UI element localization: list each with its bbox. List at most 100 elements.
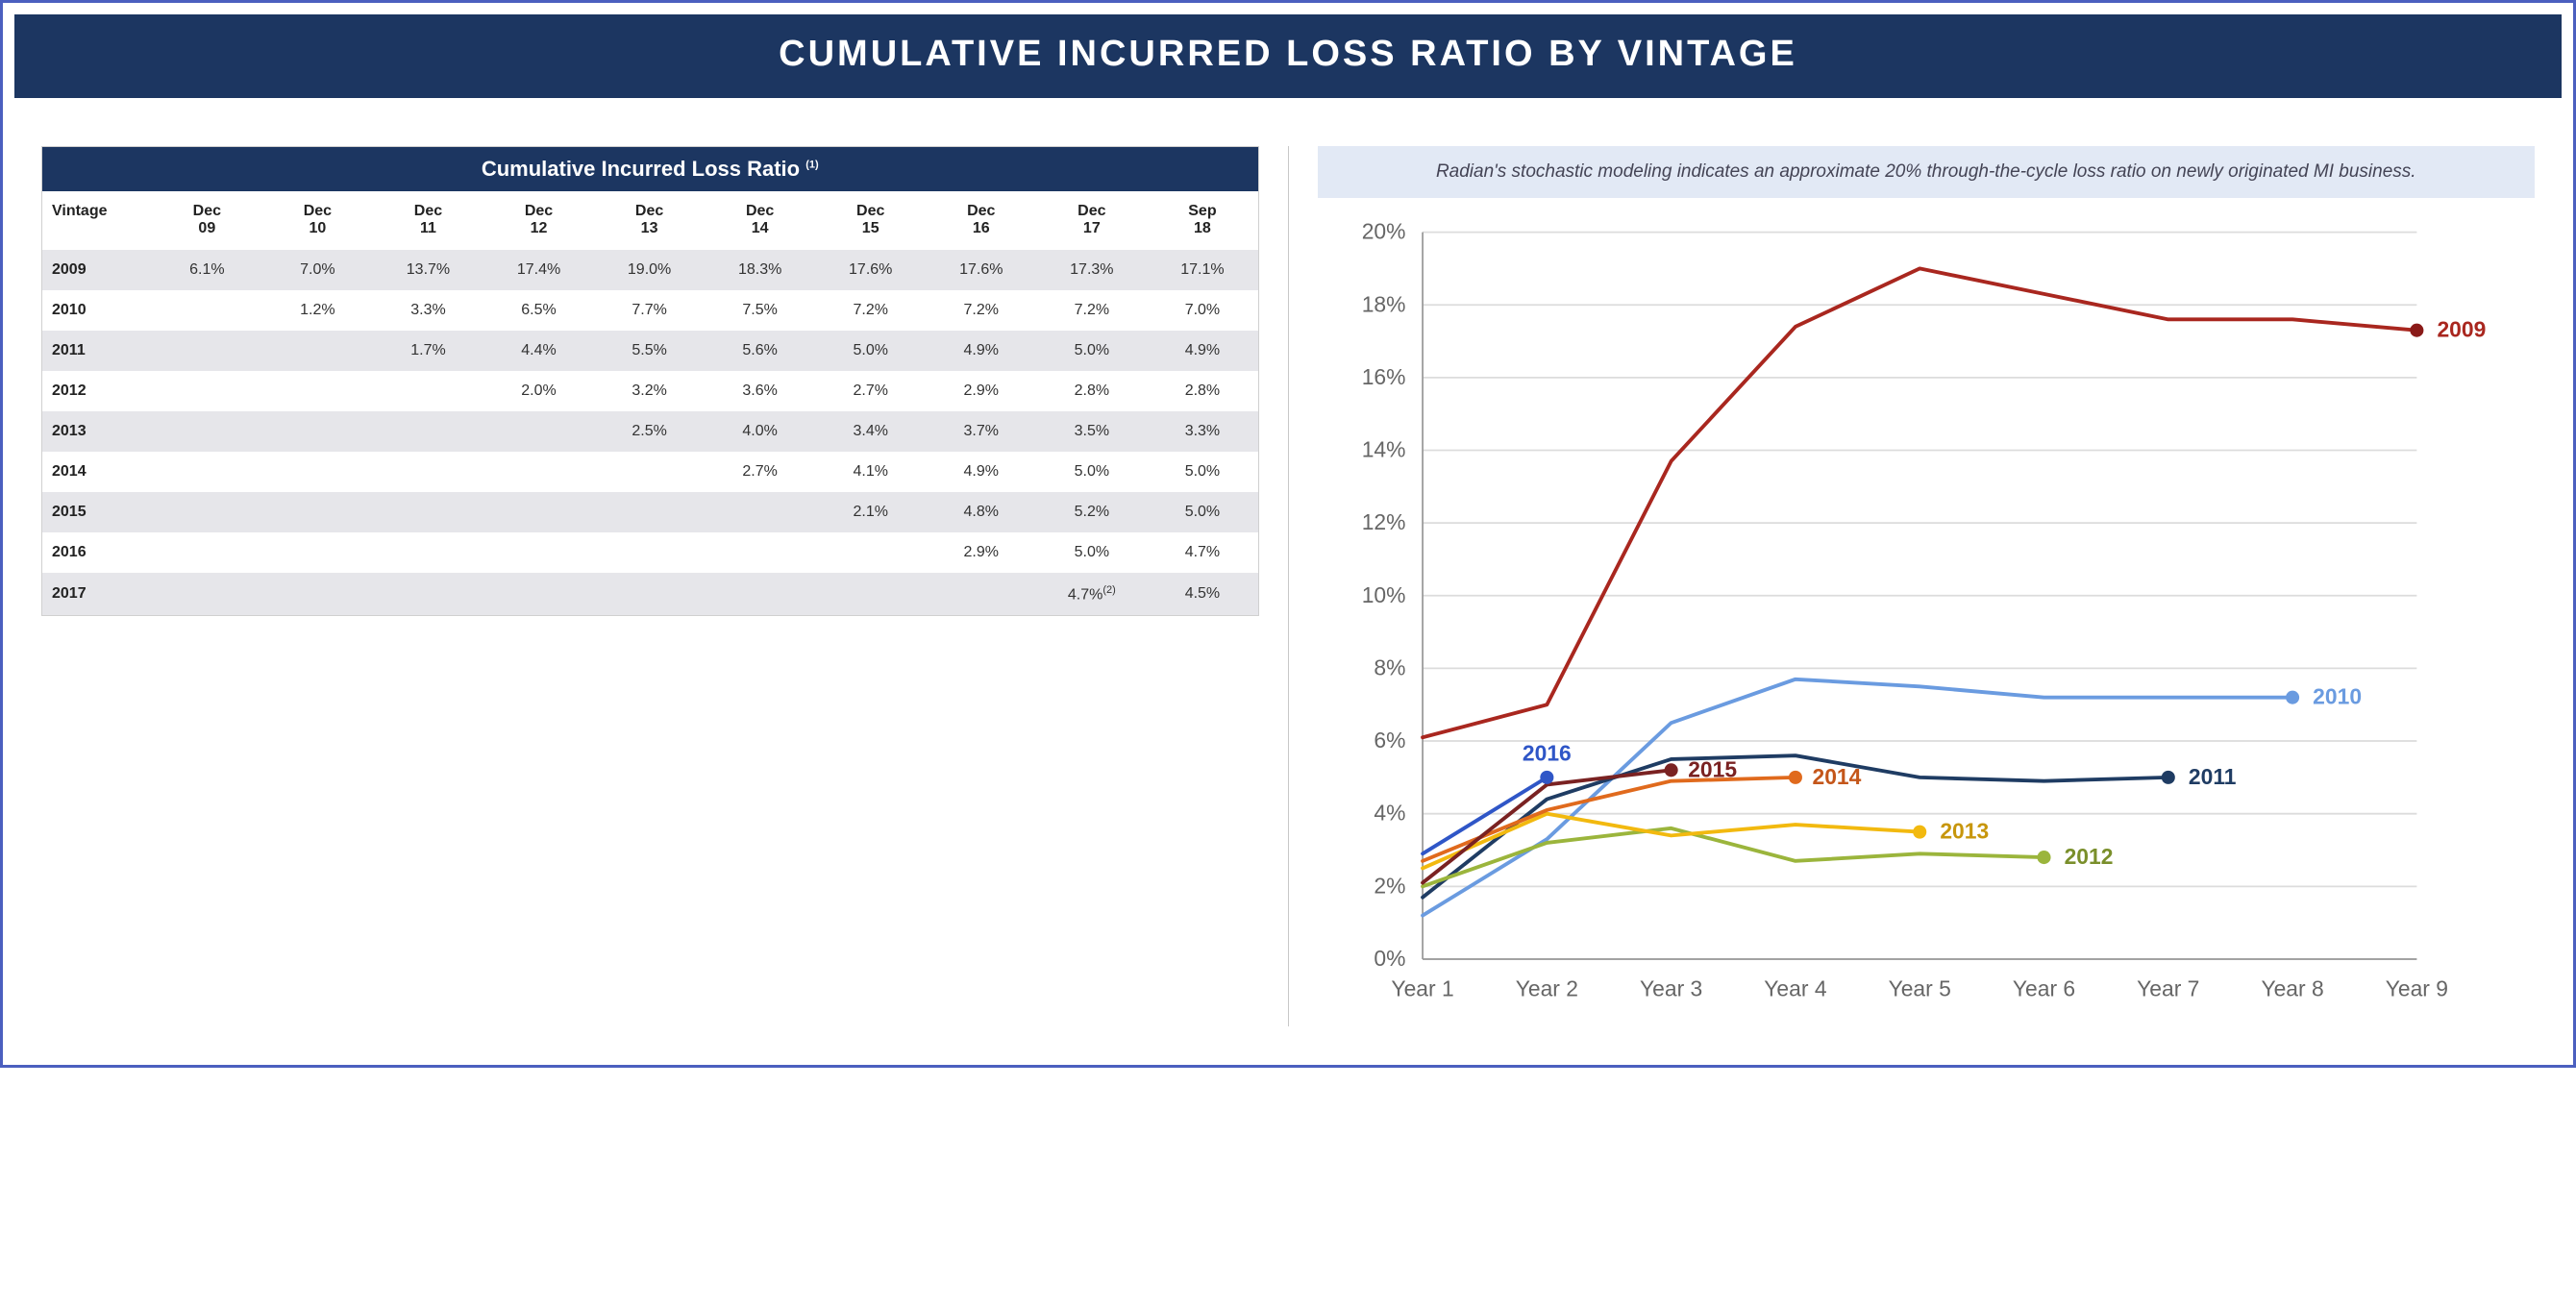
value-cell <box>815 573 926 615</box>
svg-text:Year 2: Year 2 <box>1515 975 1577 1000</box>
value-cell <box>483 532 594 573</box>
svg-text:Year 6: Year 6 <box>2012 975 2074 1000</box>
svg-text:Year 4: Year 4 <box>1764 975 1827 1000</box>
svg-text:Year 3: Year 3 <box>1640 975 1702 1000</box>
value-cell: 17.6% <box>926 250 1036 290</box>
value-cell <box>152 492 262 532</box>
value-cell: 5.0% <box>1147 452 1257 492</box>
value-cell <box>152 371 262 411</box>
table-column-header: Dec09 <box>152 191 262 250</box>
value-cell: 2.8% <box>1036 371 1147 411</box>
line-chart: 0%2%4%6%8%10%12%14%16%18%20%Year 1Year 2… <box>1318 215 2536 1026</box>
value-cell <box>262 411 373 452</box>
value-cell <box>152 573 262 615</box>
value-cell: 6.1% <box>152 250 262 290</box>
value-cell <box>262 371 373 411</box>
value-cell: 5.0% <box>815 331 926 371</box>
table-row: 20101.2%3.3%6.5%7.7%7.5%7.2%7.2%7.2%7.0% <box>42 290 1258 331</box>
value-cell: 4.4% <box>483 331 594 371</box>
svg-text:10%: 10% <box>1361 581 1405 606</box>
value-cell: 5.0% <box>1036 331 1147 371</box>
svg-text:2012: 2012 <box>2064 844 2113 869</box>
value-cell: 18.3% <box>705 250 815 290</box>
value-cell: 5.0% <box>1036 532 1147 573</box>
value-cell <box>152 331 262 371</box>
svg-text:2014: 2014 <box>1812 764 1861 789</box>
vertical-divider <box>1288 146 1289 1026</box>
value-cell: 4.5% <box>1147 573 1257 615</box>
svg-text:Year 8: Year 8 <box>2261 975 2323 1000</box>
value-cell: 17.3% <box>1036 250 1147 290</box>
table-column-header: Sep18 <box>1147 191 1257 250</box>
vintage-cell: 2013 <box>42 411 152 452</box>
value-cell: 7.2% <box>926 290 1036 331</box>
slide-frame: CUMULATIVE INCURRED LOSS RATIO BY VINTAG… <box>0 0 2576 1068</box>
value-cell: 3.3% <box>1147 411 1257 452</box>
value-cell: 4.9% <box>926 452 1036 492</box>
value-cell: 4.9% <box>1147 331 1257 371</box>
table-title-text: Cumulative Incurred Loss Ratio <box>482 157 800 181</box>
loss-ratio-table: VintageDec09Dec10Dec11Dec12Dec13Dec14Dec… <box>42 191 1258 615</box>
value-cell: 2.7% <box>815 371 926 411</box>
value-cell: 6.5% <box>483 290 594 331</box>
value-cell: 3.3% <box>373 290 483 331</box>
table-title-sup: (1) <box>805 160 818 171</box>
table-body: 20096.1%7.0%13.7%17.4%19.0%18.3%17.6%17.… <box>42 250 1258 615</box>
table-row: 20152.1%4.8%5.2%5.0% <box>42 492 1258 532</box>
value-cell <box>373 492 483 532</box>
value-cell: 5.5% <box>594 331 705 371</box>
svg-text:20%: 20% <box>1361 218 1405 243</box>
value-cell <box>152 290 262 331</box>
value-cell: 2.0% <box>483 371 594 411</box>
value-cell <box>594 452 705 492</box>
value-cell <box>262 452 373 492</box>
value-cell: 7.2% <box>815 290 926 331</box>
svg-text:0%: 0% <box>1374 946 1405 971</box>
value-cell: 5.2% <box>1036 492 1147 532</box>
value-cell: 5.0% <box>1147 492 1257 532</box>
value-cell <box>483 573 594 615</box>
svg-text:8%: 8% <box>1374 654 1405 679</box>
svg-text:4%: 4% <box>1374 800 1405 825</box>
vintage-cell: 2016 <box>42 532 152 573</box>
value-cell: 7.2% <box>1036 290 1147 331</box>
value-cell: 2.1% <box>815 492 926 532</box>
value-cell <box>594 573 705 615</box>
table-column-header: Dec10 <box>262 191 373 250</box>
value-cell: 7.0% <box>262 250 373 290</box>
value-cell: 7.5% <box>705 290 815 331</box>
table-wrapper: Cumulative Incurred Loss Ratio (1) Vinta… <box>41 146 1259 616</box>
value-cell <box>373 371 483 411</box>
vintage-cell: 2009 <box>42 250 152 290</box>
svg-text:Year 9: Year 9 <box>2385 975 2447 1000</box>
svg-text:2013: 2013 <box>1940 818 1989 843</box>
value-cell <box>483 452 594 492</box>
value-cell <box>373 452 483 492</box>
table-title: Cumulative Incurred Loss Ratio (1) <box>42 147 1258 191</box>
value-cell <box>705 532 815 573</box>
table-row: 20174.7%(2)4.5% <box>42 573 1258 615</box>
value-cell: 3.4% <box>815 411 926 452</box>
value-cell: 7.0% <box>1147 290 1257 331</box>
value-cell: 3.7% <box>926 411 1036 452</box>
value-cell <box>705 573 815 615</box>
vintage-cell: 2010 <box>42 290 152 331</box>
value-cell <box>262 331 373 371</box>
value-cell <box>594 532 705 573</box>
value-cell: 2.9% <box>926 371 1036 411</box>
vintage-cell: 2015 <box>42 492 152 532</box>
value-cell <box>373 411 483 452</box>
value-cell: 1.7% <box>373 331 483 371</box>
svg-text:2010: 2010 <box>2313 683 2362 708</box>
callout-box: Radian's stochastic modeling indicates a… <box>1318 146 2536 198</box>
value-cell <box>815 532 926 573</box>
value-cell: 3.2% <box>594 371 705 411</box>
chart-panel: Radian's stochastic modeling indicates a… <box>1318 146 2536 1026</box>
table-row: 20122.0%3.2%3.6%2.7%2.9%2.8%2.8% <box>42 371 1258 411</box>
svg-text:Year 1: Year 1 <box>1391 975 1453 1000</box>
value-cell <box>926 573 1036 615</box>
svg-text:12%: 12% <box>1361 509 1405 534</box>
value-cell <box>373 532 483 573</box>
table-header-row: VintageDec09Dec10Dec11Dec12Dec13Dec14Dec… <box>42 191 1258 250</box>
svg-text:Year 5: Year 5 <box>1888 975 1950 1000</box>
